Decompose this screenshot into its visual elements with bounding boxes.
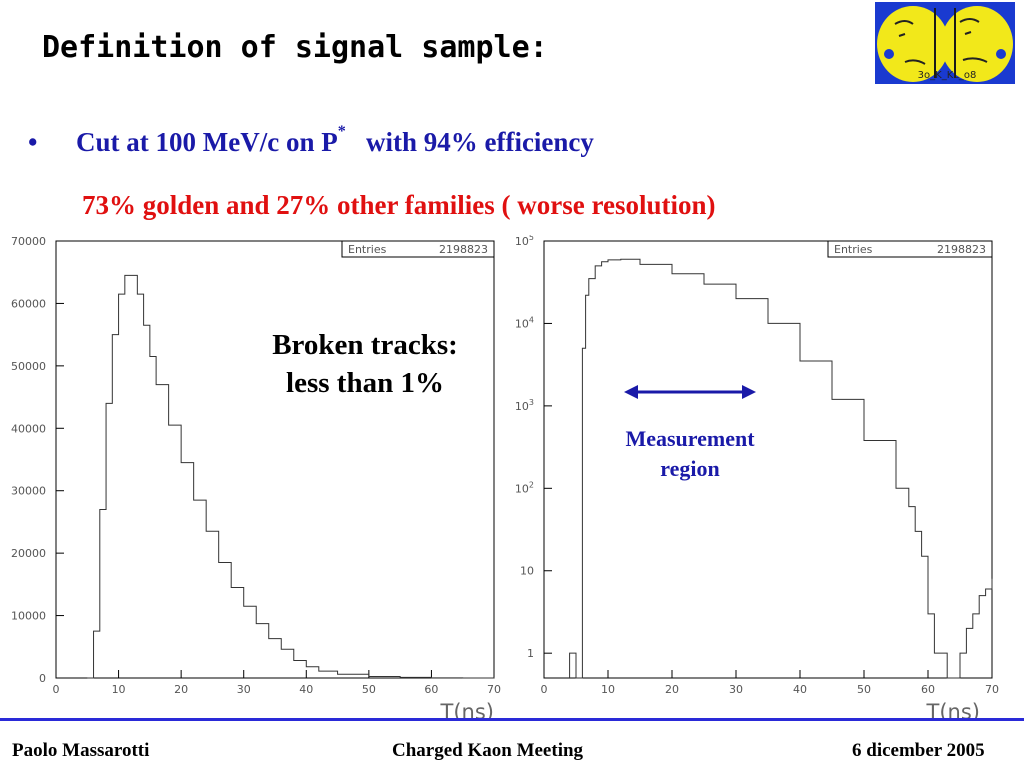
stats-label: Entries — [348, 243, 387, 256]
x-tick-label: 50 — [362, 683, 376, 696]
bullet-text-tail: with 94% efficiency — [345, 127, 594, 157]
bullet-superscript: * — [337, 123, 346, 140]
x-tick-label: 10 — [601, 683, 615, 696]
y-tick-label: 50000 — [11, 360, 46, 373]
x-tick-label: 40 — [299, 683, 313, 696]
x-tick-label: 20 — [174, 683, 188, 696]
y-tick-label: 102 — [515, 480, 534, 495]
kloe-faces-logo-icon: 3o_K_KL_o8 — [875, 2, 1015, 84]
x-tick-label: 20 — [665, 683, 679, 696]
y-tick-label: 10000 — [11, 610, 46, 623]
y-tick-label: 40000 — [11, 422, 46, 435]
y-tick-label: 20000 — [11, 547, 46, 560]
linear-time-histogram: Entries 2198823 010000200003000040000500… — [11, 235, 501, 720]
stats-label: Entries — [834, 243, 873, 256]
x-tick-label: 30 — [729, 683, 743, 696]
bullet-text: Cut at 100 MeV/c on P* with 94% efficien… — [76, 123, 594, 158]
footer-meeting: Charged Kaon Meeting — [392, 740, 584, 761]
log-time-histogram: Entries 2198823 1 10 102 103 104 105 0 10 20 30 4… — [515, 235, 999, 720]
x-tick-label: 70 — [985, 683, 999, 696]
x-tick-label: 60 — [424, 683, 438, 696]
histogram-line — [569, 258, 993, 679]
x-tick-label: 0 — [541, 683, 548, 696]
x-tick-label: 0 — [53, 683, 60, 696]
bullet-text-main: Cut at 100 MeV/c on P — [76, 127, 338, 157]
histogram-line — [87, 274, 495, 679]
y-tick-label: 105 — [515, 235, 534, 248]
footer-author: Paolo Massarotti — [12, 740, 150, 761]
broken-tracks-line-1: Broken tracks: — [272, 329, 458, 361]
x-tick-label: 40 — [793, 683, 807, 696]
broken-tracks-note: Broken tracks: less than 1% — [240, 326, 490, 402]
svg-text:3o_K_KL_o8: 3o_K_KL_o8 — [918, 70, 977, 81]
stats-value: 2198823 — [439, 243, 488, 256]
x-tick-label: 50 — [857, 683, 871, 696]
bullet-marker: • — [28, 127, 38, 157]
x-tick-label: 60 — [921, 683, 935, 696]
x-axis-label: T(ns) — [926, 700, 980, 720]
y-tick-label: 10 — [520, 565, 534, 578]
measurement-region-arrow-icon — [624, 385, 756, 399]
y-tick-label: 30000 — [11, 485, 46, 498]
stats-box — [341, 240, 495, 258]
measurement-region-label: Measurement region — [600, 424, 780, 484]
stats-box — [827, 240, 993, 258]
y-tick-label: 104 — [515, 315, 534, 330]
golden-fraction-line: 73% golden and 27% other families ( wors… — [82, 190, 716, 220]
stats-value: 2198823 — [937, 243, 986, 256]
plot-frame — [55, 240, 495, 679]
footer-divider — [0, 718, 1024, 721]
x-axis-label: T(ns) — [440, 700, 494, 720]
y-tick-label: 1 — [527, 647, 534, 660]
x-tick-label: 30 — [237, 683, 251, 696]
footer-date: 6 dicember 2005 — [852, 740, 985, 761]
page-title: Definition of signal sample: — [42, 30, 548, 65]
y-tick-label: 70000 — [11, 235, 46, 248]
measurement-line-1: Measurement — [625, 426, 755, 451]
x-tick-label: 70 — [487, 683, 501, 696]
x-tick-label: 10 — [112, 683, 126, 696]
broken-tracks-line-2: less than 1% — [286, 367, 444, 399]
y-tick-label: 103 — [515, 398, 534, 413]
y-tick-label: 60000 — [11, 297, 46, 310]
y-tick-label: 0 — [39, 672, 46, 685]
measurement-line-2: region — [660, 456, 720, 481]
